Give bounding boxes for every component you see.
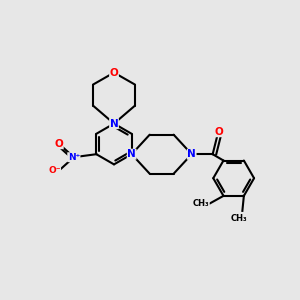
Text: O: O <box>55 139 63 149</box>
Text: N: N <box>187 149 196 159</box>
Text: N⁺: N⁺ <box>68 153 80 162</box>
Text: N: N <box>110 118 118 129</box>
Text: N: N <box>127 149 136 159</box>
Text: CH₃: CH₃ <box>231 214 248 223</box>
Text: O: O <box>214 127 223 137</box>
Text: O⁻: O⁻ <box>48 166 61 175</box>
Text: CH₃: CH₃ <box>193 199 209 208</box>
Text: O: O <box>110 68 118 78</box>
